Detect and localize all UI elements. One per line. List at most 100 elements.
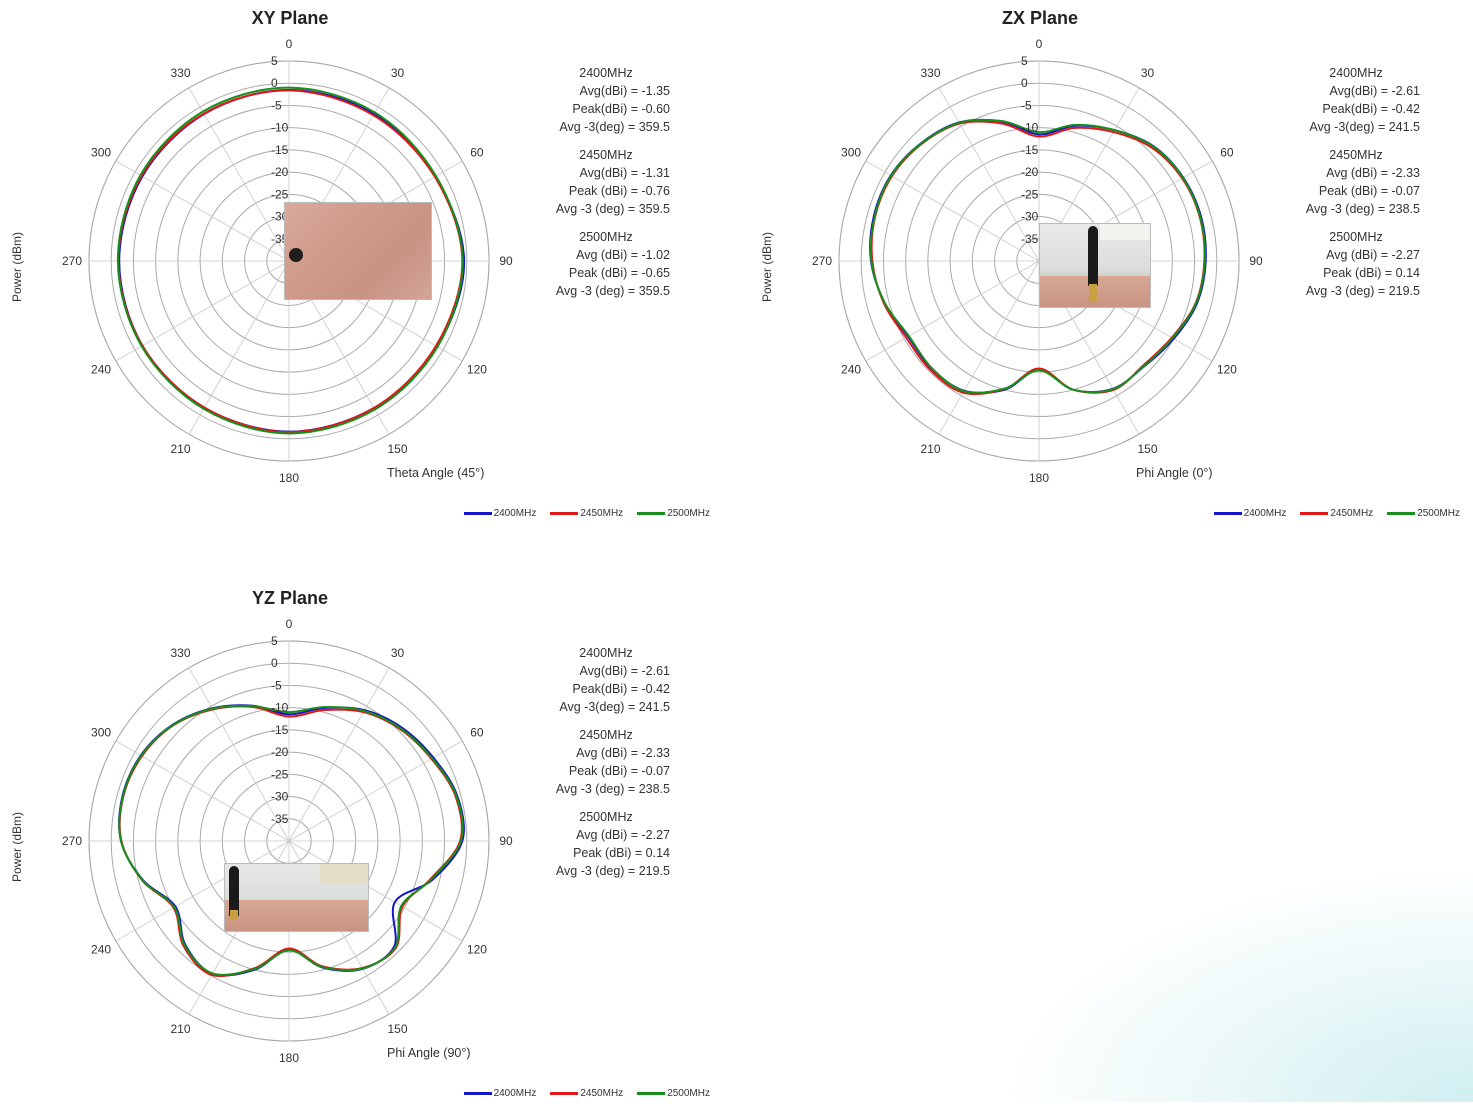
grid-spoke (865, 260, 1040, 362)
radial-tick-label: -15 (271, 143, 289, 157)
angle-tick-label: 0 (286, 37, 293, 51)
grid-spoke (938, 260, 1040, 435)
stat-line: Peak (dBi) = -0.76 (568, 184, 670, 198)
angle-tick-label: 120 (467, 943, 487, 957)
stat-line: Avg -3(deg) = 241.5 (1309, 120, 1420, 134)
grid-spoke (115, 840, 290, 942)
stat-line: Peak(dBi) = -0.60 (572, 102, 670, 116)
stat-line: Avg(dBi) = -1.31 (579, 166, 670, 180)
zx-plane-panel: ZX Plane Power (dBm) 5 0 -5 -10 -15 -20 -25 -30… (750, 0, 1473, 540)
series-line-2500MHz (116, 86, 464, 435)
radial-tick-label: 5 (1021, 54, 1028, 68)
series-line-2450MHz (117, 89, 464, 434)
angle-tick-label: 120 (467, 363, 487, 377)
antenna-connector (230, 910, 238, 920)
angle-tick-label: 240 (841, 363, 861, 377)
stat-group: 2500MHz Avg (dBi) = -2.27 Peak (dBi) = 0.1… (520, 808, 670, 880)
chart-title: YZ Plane (251, 588, 329, 608)
stat-frequency: 2450MHz (579, 728, 633, 742)
legend-label: 2400MHz (493, 1088, 537, 1099)
angle-tick-label: 60 (470, 726, 484, 740)
angle-tick-label: 60 (470, 146, 484, 160)
legend-swatch (550, 512, 579, 515)
grid-spoke (288, 840, 463, 942)
legend-swatch (463, 512, 492, 515)
angle-tick-label: 150 (387, 1022, 407, 1036)
angle-tick-label: 90 (499, 834, 513, 848)
legend-label: 2500MHz (667, 1088, 710, 1099)
grid-spoke (938, 87, 1040, 262)
legend-item: 2450MHz (550, 1088, 623, 1099)
radial-tick-label: -10 (271, 121, 289, 135)
stat-line: Avg -3(deg) = 241.5 (559, 700, 670, 714)
stat-line: Peak (dBi) = 0.14 (573, 846, 670, 860)
stat-line: Avg -3(deg) = 359.5 (559, 120, 670, 134)
radial-tick-label: -15 (1021, 143, 1039, 157)
angle-tick-label: 240 (91, 943, 111, 957)
legend-label: 2450MHz (1330, 508, 1374, 519)
grid-spoke (188, 667, 290, 842)
angle-tick-label: 30 (391, 646, 405, 660)
angle-tick-label: 90 (1249, 254, 1263, 268)
angle-tick-label: 300 (91, 726, 111, 740)
legend-swatch (637, 512, 666, 515)
radial-tick-label: -25 (1021, 187, 1039, 201)
angle-tick-label: 210 (170, 1022, 190, 1036)
legend-label: 2400MHz (1243, 508, 1287, 519)
radial-tick-label: -10 (271, 701, 289, 715)
angle-axis-label: Phi Angle (90°) (387, 1046, 471, 1060)
radial-tick-label: -35 (271, 812, 289, 826)
legend-label: 2500MHz (667, 508, 710, 519)
radial-tick-label: 5 (271, 54, 278, 68)
angle-tick-label: 270 (62, 834, 82, 848)
antenna-photo (224, 863, 369, 932)
radial-tick-label: -30 (271, 790, 289, 804)
stats-block: 2400MHz Avg(dBi) = -2.61 Peak(dBi) = -0.42… (1270, 64, 1420, 310)
stat-line: Avg -3 (deg) = 238.5 (555, 782, 670, 796)
stat-line: Avg (dBi) = -2.33 (1326, 166, 1420, 180)
angle-tick-label: 330 (920, 66, 940, 80)
antenna-photo (1039, 223, 1151, 308)
radial-tick-label: -25 (271, 187, 289, 201)
polar-plot: 50-5-10-15-20-25-30-35030609012015018021… (812, 37, 1263, 485)
stat-line: Peak(dBi) = -0.42 (1322, 102, 1420, 116)
stat-line: Avg -3 (deg) = 359.5 (555, 202, 670, 216)
stat-frequency: 2500MHz (1329, 230, 1383, 244)
angle-tick-label: 210 (920, 442, 940, 456)
angle-tick-label: 120 (1217, 363, 1237, 377)
corner-wash (1013, 872, 1473, 1102)
stat-line: Avg -3 (deg) = 219.5 (1305, 284, 1420, 298)
stat-line: Peak (dBi) = 0.14 (1323, 266, 1420, 280)
angle-axis-label: Theta Angle (45°) (387, 466, 485, 480)
series-line-2500MHz (118, 704, 464, 976)
stat-group: 2400MHz Avg(dBi) = -2.61 Peak(dBi) = -0.42… (520, 644, 670, 716)
angle-tick-label: 330 (170, 66, 190, 80)
angle-tick-label: 30 (391, 66, 405, 80)
legend-item: 2500MHz (1387, 508, 1460, 519)
angle-tick-label: 330 (170, 646, 190, 660)
stat-group: 2400MHz Avg(dBi) = -2.61 Peak(dBi) = -0.42… (1270, 64, 1420, 136)
angle-tick-label: 300 (91, 146, 111, 160)
radial-tick-label: -10 (1021, 121, 1039, 135)
angle-tick-label: 0 (1036, 37, 1043, 51)
legend-swatch (463, 1092, 492, 1095)
stat-line: Avg(dBi) = -1.35 (579, 84, 670, 98)
antenna-hole (289, 248, 303, 262)
stat-frequency: 2400MHz (579, 646, 633, 660)
legend-label: 2400MHz (493, 508, 537, 519)
legend: 2400MHz 2450MHz 2500MHz (1213, 508, 1460, 519)
angle-tick-label: 240 (91, 363, 111, 377)
xy-plane-panel: XY Plane Power (dBm) 5 0 -5 -10 -15 -20 -25 -30… (0, 0, 740, 540)
stat-frequency: 2450MHz (579, 148, 633, 162)
radial-tick-label: 0 (271, 656, 278, 670)
stat-line: Avg (dBi) = -2.33 (576, 746, 670, 760)
pcb-photo (284, 202, 432, 300)
stat-group: 2500MHz Avg (dBi) = -2.27 Peak (dBi) = 0.1… (1270, 228, 1420, 300)
angle-tick-label: 150 (1137, 442, 1157, 456)
radial-tick-label: -20 (271, 745, 289, 759)
radial-tick-label: -5 (1021, 98, 1032, 112)
stat-frequency: 2500MHz (579, 810, 633, 824)
angle-tick-label: 0 (286, 617, 293, 631)
legend-swatch (637, 1092, 666, 1095)
legend: 2400MHz 2450MHz 2500MHz (463, 508, 710, 519)
